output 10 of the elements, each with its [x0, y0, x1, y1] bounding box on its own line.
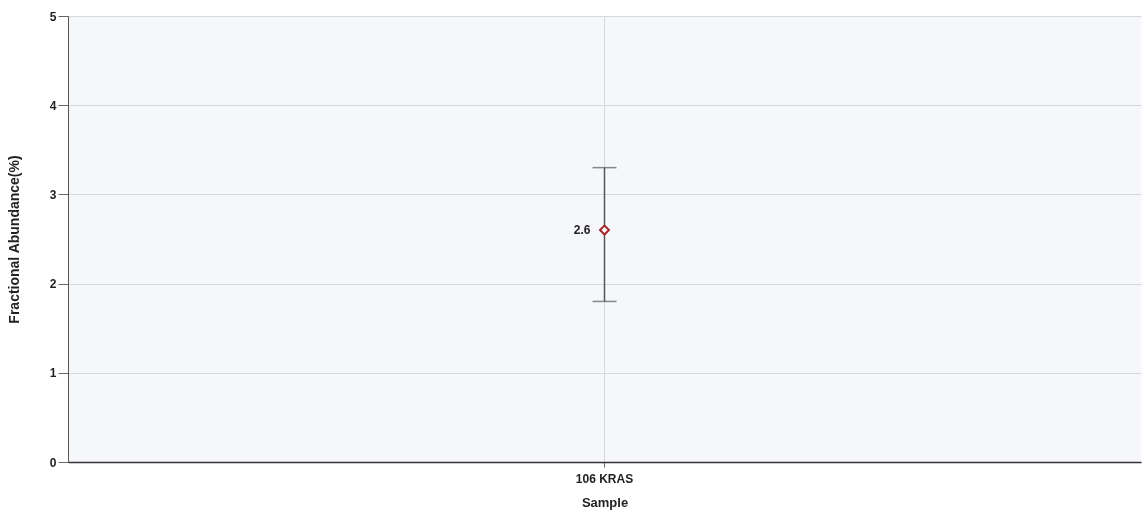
x-axis-title: Sample	[581, 494, 629, 510]
y-tick-label: 0	[49, 455, 57, 470]
y-axis-title: Fractional Abundance(%)	[5, 155, 22, 324]
y-tick-label: 3	[49, 187, 57, 202]
y-tick-label: 2	[49, 277, 57, 292]
y-tick-label: 4	[49, 98, 57, 113]
x-tick-label: 106 KRAS	[575, 471, 634, 486]
data-label: 2.6	[573, 223, 591, 238]
y-tick-label: 5	[49, 9, 57, 24]
y-tick-label: 1	[49, 366, 57, 381]
